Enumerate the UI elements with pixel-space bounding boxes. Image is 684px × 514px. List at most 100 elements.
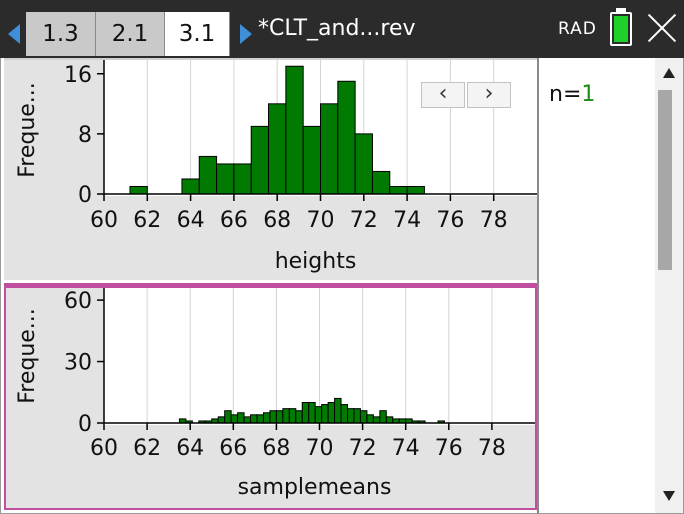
histogram-bar[interactable]: [233, 163, 252, 195]
histogram-bar[interactable]: [371, 170, 391, 195]
histogram-bar[interactable]: [198, 155, 218, 195]
scroll-thumb[interactable]: [658, 90, 672, 270]
y-tick-label: 16: [64, 63, 92, 88]
scrollbar[interactable]: [655, 58, 683, 513]
histogram-bar[interactable]: [353, 408, 361, 424]
tab-label: 2.1: [111, 21, 149, 47]
y-tick-label: 0: [78, 412, 92, 437]
y-tick-label: 8: [78, 123, 92, 148]
histogram-bar[interactable]: [308, 402, 316, 424]
histogram-bar[interactable]: [256, 414, 264, 424]
scroll-down-icon[interactable]: [663, 491, 675, 501]
histogram-bar[interactable]: [224, 410, 232, 424]
histogram-bar[interactable]: [181, 178, 200, 195]
x-tick-label: 60: [90, 208, 118, 233]
histogram-samplemeans: 60 62 64 66 68 70 72 74 76 78 0 30 60 samplemeans Freq…: [15, 288, 535, 500]
histogram-bar[interactable]: [385, 416, 394, 424]
tab-label: 1.3: [42, 21, 79, 47]
histogram-bar[interactable]: [320, 103, 339, 195]
histogram-heights: 60 62 64 66 68 70 72 74 76 78 0 8 16 heights Freque...: [15, 60, 537, 274]
histogram-bar[interactable]: [243, 416, 252, 424]
histogram-bar[interactable]: [269, 410, 277, 424]
n-expression[interactable]: n=1: [549, 82, 595, 107]
histogram-bar[interactable]: [295, 410, 303, 424]
x-tick-label: 70: [306, 436, 334, 461]
histogram-bar[interactable]: [327, 402, 336, 424]
battery-full-icon: [610, 12, 632, 46]
histogram-bar[interactable]: [334, 397, 342, 424]
tab-2-1[interactable]: 2.1: [96, 12, 165, 56]
tab-label: 3.1: [178, 21, 216, 47]
histogram-bar[interactable]: [285, 65, 304, 195]
y-tick-label: 0: [78, 183, 92, 208]
x-tick-label: 74: [392, 436, 420, 461]
x-tick-label: 66: [219, 436, 247, 461]
x-axis-title[interactable]: heights: [275, 249, 357, 274]
angle-mode-indicator: RAD: [558, 19, 597, 39]
y-axis-title[interactable]: Freque...: [15, 308, 40, 404]
histogram-bar[interactable]: [237, 412, 245, 424]
histogram-bar[interactable]: [406, 185, 425, 195]
histogram-bar[interactable]: [337, 80, 356, 195]
x-tick-label: 64: [177, 208, 205, 233]
battery-cap: [616, 8, 626, 13]
histogram-bar[interactable]: [321, 404, 329, 424]
x-tick-label: 68: [262, 436, 290, 461]
x-tick-label: 66: [220, 208, 248, 233]
n-value: 1: [581, 82, 596, 107]
x-tick-label: 70: [307, 208, 335, 233]
histogram-bar[interactable]: [275, 410, 284, 424]
tabs-scroll-right-icon[interactable]: [240, 24, 252, 44]
x-tick-label: 60: [90, 436, 118, 461]
x-tick-label: 62: [133, 436, 161, 461]
histogram-bar[interactable]: [268, 103, 287, 195]
tabs-scroll-left-icon[interactable]: [8, 24, 20, 44]
y-tick-label: 60: [64, 289, 92, 314]
tab-1-3[interactable]: 1.3: [26, 12, 96, 56]
y-tick-label: 30: [64, 351, 92, 376]
close-icon[interactable]: [646, 12, 678, 44]
battery-level: [614, 16, 628, 42]
x-tick-label: 72: [349, 436, 377, 461]
histogram-bar[interactable]: [372, 416, 381, 424]
x-tick-label: 68: [263, 208, 291, 233]
histogram-bar[interactable]: [354, 133, 373, 195]
x-tick-label: 76: [435, 436, 463, 461]
x-tick-label: 78: [478, 436, 506, 461]
next-button[interactable]: ›: [467, 82, 511, 108]
histogram-bar[interactable]: [340, 404, 349, 424]
histogram-bar[interactable]: [217, 416, 226, 424]
document-title: *CLT_and...rev: [258, 16, 416, 41]
y-axis-title[interactable]: Freque...: [15, 82, 40, 178]
n-label: n=: [549, 82, 582, 107]
histogram-heights-panel[interactable]: 60 62 64 66 68 70 72 74 76 78 0 8 16 heights Freque...: [4, 58, 537, 280]
histogram-bar[interactable]: [262, 412, 271, 424]
x-tick-label: 74: [393, 208, 421, 233]
histogram-bar[interactable]: [314, 406, 323, 424]
x-tick-label: 72: [350, 208, 378, 233]
histogram-bar[interactable]: [347, 408, 355, 424]
histogram-bar[interactable]: [250, 125, 270, 195]
top-bar: 1.3 2.1 3.1 *CLT_and...rev RAD: [0, 0, 684, 58]
histogram-bar[interactable]: [230, 414, 239, 424]
scroll-up-icon[interactable]: [663, 68, 675, 78]
x-axis-title[interactable]: samplemeans: [238, 475, 392, 500]
pane-divider[interactable]: [537, 58, 539, 514]
histogram-bar[interactable]: [129, 185, 148, 195]
x-tick-label: 76: [436, 208, 464, 233]
prev-button[interactable]: ‹: [421, 82, 465, 108]
histogram-bar[interactable]: [379, 410, 387, 424]
histogram-bar[interactable]: [301, 402, 310, 424]
histogram-bar[interactable]: [282, 408, 290, 424]
histogram-samplemeans-panel[interactable]: 60 62 64 66 68 70 72 74 76 78 0 30 60 samplemeans Freq…: [4, 283, 537, 510]
histogram-bar[interactable]: [359, 410, 368, 424]
tab-3-1[interactable]: 3.1: [165, 12, 230, 56]
histogram-bar[interactable]: [366, 414, 374, 424]
x-tick-label: 64: [176, 436, 204, 461]
x-tick-label: 62: [133, 208, 161, 233]
histogram-bar[interactable]: [250, 414, 258, 424]
histogram-bar[interactable]: [389, 185, 408, 195]
histogram-bar[interactable]: [288, 408, 297, 424]
histogram-bar[interactable]: [302, 125, 321, 195]
histogram-bar[interactable]: [216, 163, 235, 195]
